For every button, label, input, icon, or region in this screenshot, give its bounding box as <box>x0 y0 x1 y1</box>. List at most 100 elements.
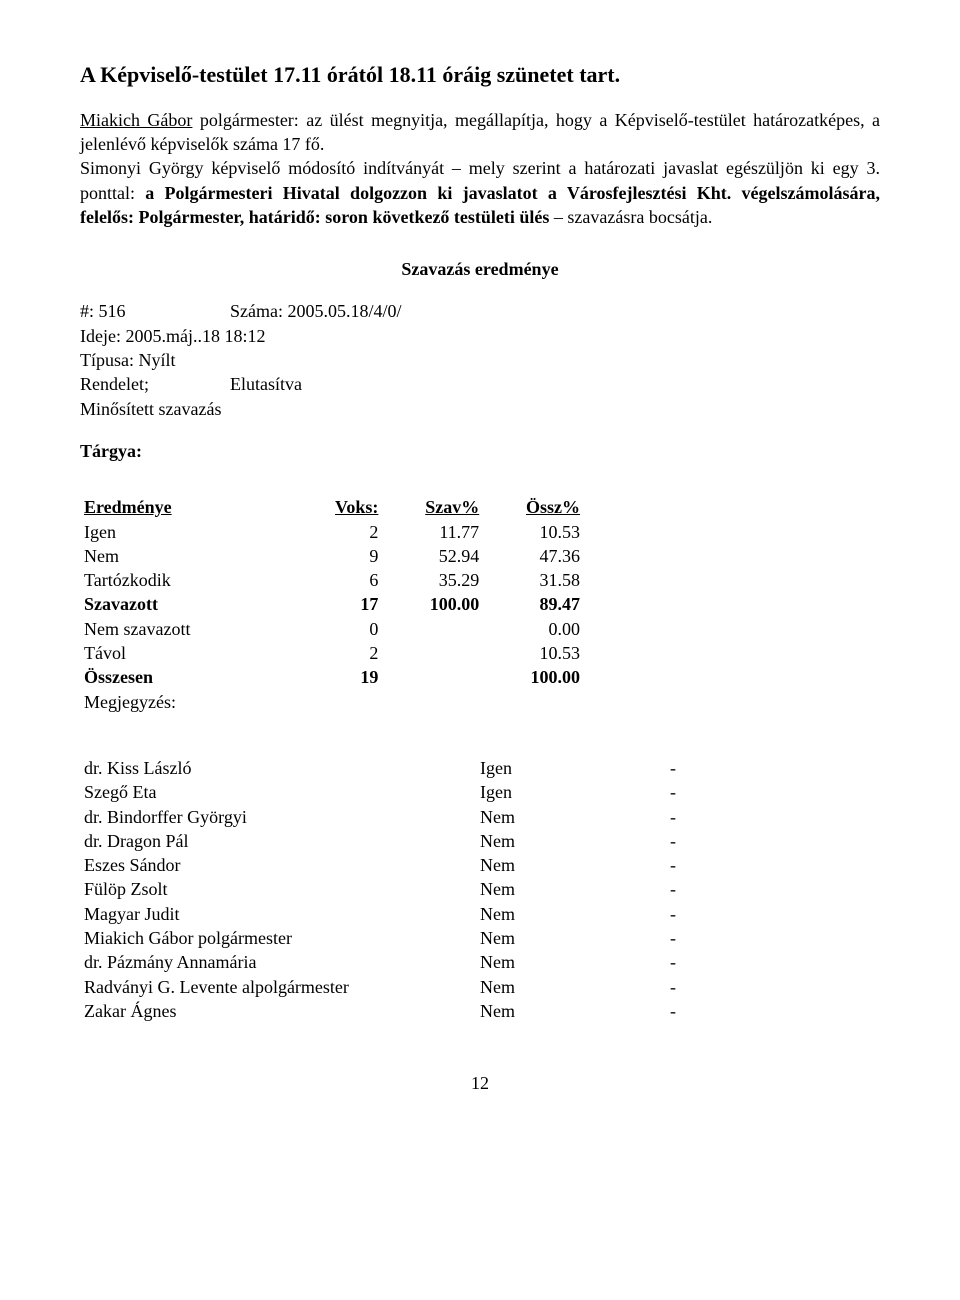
table-row: Távol2 10.53 <box>80 641 584 665</box>
vote-dash: - <box>590 805 680 829</box>
meta-l1a: #: 516 <box>80 299 230 323</box>
table-row: Szavazott17100.0089.47 <box>80 592 584 616</box>
vote-value: Igen <box>440 780 590 804</box>
votes-table: dr. Kiss LászlóIgen-Szegő EtaIgen-dr. Bi… <box>80 756 680 1023</box>
vote-name: Szegő Eta <box>80 780 440 804</box>
speaker-name: Miakich Gábor <box>80 110 192 130</box>
vote-value: Nem <box>440 926 590 950</box>
vote-row: Fülöp ZsoltNem- <box>80 877 680 901</box>
page-number: 12 <box>80 1071 880 1095</box>
paragraph-main: Miakich Gábor polgármester: az ülést meg… <box>80 108 880 229</box>
cell-label: Igen <box>80 520 292 544</box>
meta-line-3: Típusa: Nyílt <box>80 348 880 372</box>
vote-value: Nem <box>440 853 590 877</box>
vote-dash: - <box>590 975 680 999</box>
cell-szav <box>382 617 483 641</box>
vote-dash: - <box>590 902 680 926</box>
vote-value: Nem <box>440 999 590 1023</box>
cell-label: Távol <box>80 641 292 665</box>
cell-voks: 6 <box>292 568 383 592</box>
cell-label: Tartózkodik <box>80 568 292 592</box>
hdr-2: Szav% <box>382 495 483 519</box>
vote-name: dr. Kiss László <box>80 756 440 780</box>
cell-szav: 35.29 <box>382 568 483 592</box>
vote-value: Nem <box>440 950 590 974</box>
cell-szav <box>382 665 483 689</box>
vote-dash: - <box>590 999 680 1023</box>
vote-row: Szegő EtaIgen- <box>80 780 680 804</box>
targya-label: Tárgya: <box>80 439 880 463</box>
table-row: Összesen19 100.00 <box>80 665 584 689</box>
meta-block: #: 516Száma: 2005.05.18/4/0/ Ideje: 2005… <box>80 299 880 420</box>
meta-line-5: Minősített szavazás <box>80 397 880 421</box>
vote-dash: - <box>590 926 680 950</box>
vote-dash: - <box>590 950 680 974</box>
cell-label: Nem <box>80 544 292 568</box>
vote-value: Nem <box>440 877 590 901</box>
cell-voks: 9 <box>292 544 383 568</box>
meta-l1b: Száma: 2005.05.18/4/0/ <box>230 301 401 321</box>
vote-row: dr. Dragon PálNem- <box>80 829 680 853</box>
vote-name: Miakich Gábor polgármester <box>80 926 440 950</box>
cell-ossz: 10.53 <box>483 520 584 544</box>
hdr-0: Eredménye <box>80 495 292 519</box>
p2b: a Polgármesteri Hivatal dolgozzon ki jav… <box>80 183 880 227</box>
cell-szav: 100.00 <box>382 592 483 616</box>
vote-row: Zakar ÁgnesNem- <box>80 999 680 1023</box>
cell-voks: 17 <box>292 592 383 616</box>
vote-value: Nem <box>440 902 590 926</box>
vote-name: dr. Dragon Pál <box>80 829 440 853</box>
vote-name: dr. Pázmány Annamária <box>80 950 440 974</box>
cell-label: Szavazott <box>80 592 292 616</box>
cell-label: Nem szavazott <box>80 617 292 641</box>
vote-name: Zakar Ágnes <box>80 999 440 1023</box>
meta-l4a: Rendelet; <box>80 372 230 396</box>
cell-szav <box>382 641 483 665</box>
vote-name: Radványi G. Levente alpolgármester <box>80 975 440 999</box>
vote-value: Nem <box>440 975 590 999</box>
vote-value: Igen <box>440 756 590 780</box>
cell-szav: 11.77 <box>382 520 483 544</box>
result-heading: Szavazás eredménye <box>80 257 880 281</box>
vote-dash: - <box>590 780 680 804</box>
meta-line-2: Ideje: 2005.máj..18 18:12 <box>80 324 880 348</box>
page-title: A Képviselő-testület 17.11 órától 18.11 … <box>80 60 880 90</box>
table-note: Megjegyzés: <box>80 690 584 714</box>
meta-l4b: Elutasítva <box>230 374 302 394</box>
vote-dash: - <box>590 829 680 853</box>
cell-ossz: 10.53 <box>483 641 584 665</box>
hdr-3: Össz% <box>483 495 584 519</box>
cell-voks: 2 <box>292 520 383 544</box>
cell-szav: 52.94 <box>382 544 483 568</box>
cell-voks: 0 <box>292 617 383 641</box>
cell-voks: 19 <box>292 665 383 689</box>
vote-name: dr. Bindorffer Györgyi <box>80 805 440 829</box>
table-row: Nem szavazott0 0.00 <box>80 617 584 641</box>
cell-ossz: 0.00 <box>483 617 584 641</box>
cell-ossz: 47.36 <box>483 544 584 568</box>
p1-rest: polgármester: az ülést megnyitja, megáll… <box>80 110 880 154</box>
vote-name: Fülöp Zsolt <box>80 877 440 901</box>
cell-label: Összesen <box>80 665 292 689</box>
vote-row: Magyar JuditNem- <box>80 902 680 926</box>
vote-name: Magyar Judit <box>80 902 440 926</box>
p2c: – szavazásra bocsátja. <box>549 207 712 227</box>
table-row: Nem952.9447.36 <box>80 544 584 568</box>
table-row: Igen211.7710.53 <box>80 520 584 544</box>
cell-voks: 2 <box>292 641 383 665</box>
vote-row: Miakich Gábor polgármesterNem- <box>80 926 680 950</box>
vote-dash: - <box>590 853 680 877</box>
cell-ossz: 100.00 <box>483 665 584 689</box>
hdr-1: Voks: <box>292 495 383 519</box>
vote-value: Nem <box>440 805 590 829</box>
cell-ossz: 31.58 <box>483 568 584 592</box>
meta-line-1: #: 516Száma: 2005.05.18/4/0/ <box>80 299 880 323</box>
table-row: Tartózkodik635.2931.58 <box>80 568 584 592</box>
vote-row: Radványi G. Levente alpolgármesterNem- <box>80 975 680 999</box>
table-header-row: Eredménye Voks: Szav% Össz% <box>80 495 584 519</box>
vote-dash: - <box>590 877 680 901</box>
vote-name: Eszes Sándor <box>80 853 440 877</box>
vote-row: dr. Pázmány AnnamáriaNem- <box>80 950 680 974</box>
vote-row: Eszes SándorNem- <box>80 853 680 877</box>
results-table: Eredménye Voks: Szav% Össz% Igen211.7710… <box>80 495 584 714</box>
